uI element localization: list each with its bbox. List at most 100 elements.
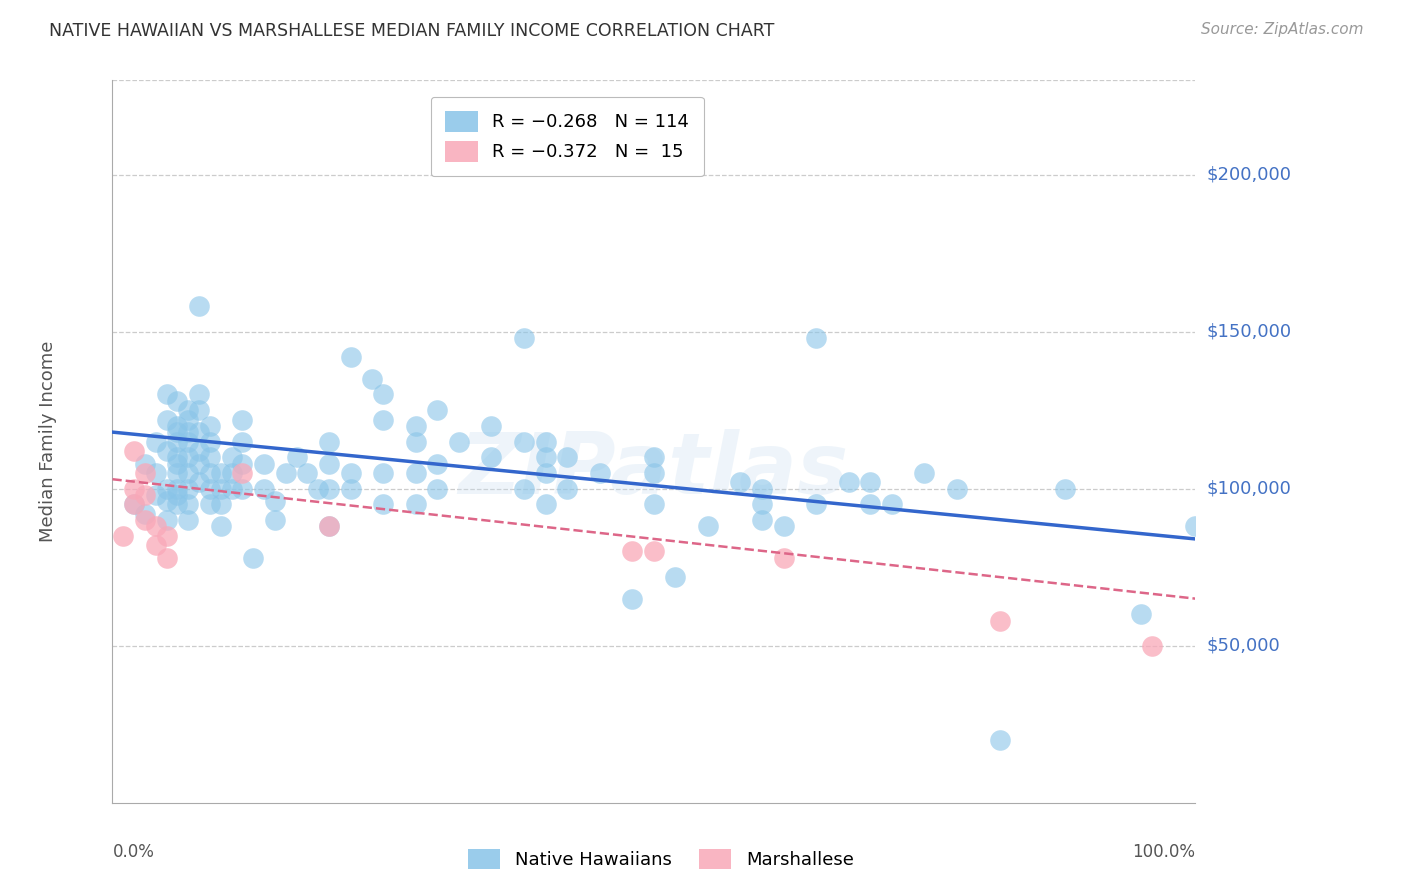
Point (221, 482, 243, 496)
Point (534, 450, 557, 465)
Point (534, 466, 557, 480)
Point (209, 497, 232, 511)
Point (513, 482, 536, 496)
Point (145, 434, 167, 449)
Text: Source: ZipAtlas.com: Source: ZipAtlas.com (1201, 22, 1364, 37)
Point (231, 457, 253, 471)
Text: NATIVE HAWAIIAN VS MARSHALLESE MEDIAN FAMILY INCOME CORRELATION CHART: NATIVE HAWAIIAN VS MARSHALLESE MEDIAN FA… (49, 22, 775, 40)
Point (479, 418, 503, 433)
Point (1140, 639, 1163, 653)
Text: 100.0%: 100.0% (1132, 843, 1195, 861)
Point (166, 393, 188, 408)
Point (198, 434, 221, 449)
Point (914, 466, 936, 480)
Point (209, 519, 232, 533)
Point (285, 450, 308, 465)
Point (112, 529, 135, 543)
Point (534, 497, 557, 511)
Point (166, 497, 188, 511)
Point (371, 387, 394, 401)
Point (242, 550, 264, 565)
Point (361, 372, 384, 386)
Point (426, 403, 449, 417)
Point (221, 466, 243, 480)
Point (145, 488, 167, 502)
Point (371, 497, 394, 511)
Point (588, 466, 610, 480)
Point (145, 466, 167, 480)
Point (643, 497, 665, 511)
Point (253, 457, 276, 471)
Point (155, 387, 177, 401)
Point (318, 519, 340, 533)
Point (177, 466, 200, 480)
Point (751, 482, 773, 496)
Point (804, 331, 827, 345)
Point (198, 418, 221, 433)
Point (134, 466, 156, 480)
Point (188, 457, 211, 471)
Text: $100,000: $100,000 (1206, 480, 1291, 498)
Point (155, 494, 177, 508)
Point (155, 529, 177, 543)
Point (621, 591, 644, 606)
Point (221, 450, 243, 465)
Point (155, 550, 177, 565)
Point (946, 482, 969, 496)
Point (405, 466, 427, 480)
Point (664, 569, 686, 583)
Point (177, 412, 200, 426)
Point (643, 450, 665, 465)
Point (177, 513, 200, 527)
Point (318, 519, 340, 533)
Point (772, 550, 794, 565)
Point (1129, 607, 1152, 622)
Point (426, 457, 449, 471)
Point (988, 733, 1011, 747)
Point (447, 434, 470, 449)
Point (177, 497, 200, 511)
Point (264, 513, 287, 527)
Point (274, 466, 297, 480)
Point (166, 457, 188, 471)
Point (188, 475, 211, 490)
Point (134, 488, 156, 502)
Point (231, 412, 253, 426)
Point (134, 513, 156, 527)
Point (1054, 482, 1077, 496)
Point (405, 434, 427, 449)
Point (318, 482, 340, 496)
Point (155, 482, 177, 496)
Point (643, 544, 665, 558)
Legend: Native Hawaiians, Marshallese: Native Hawaiians, Marshallese (458, 839, 863, 879)
Point (231, 434, 253, 449)
Point (166, 434, 188, 449)
Point (155, 444, 177, 458)
Point (188, 387, 211, 401)
Point (751, 497, 773, 511)
Point (880, 497, 903, 511)
Point (166, 425, 188, 439)
Point (988, 614, 1011, 628)
Point (188, 403, 211, 417)
Point (166, 450, 188, 465)
Point (339, 482, 361, 496)
Point (155, 412, 177, 426)
Point (859, 497, 882, 511)
Text: ZIPatlas: ZIPatlas (458, 429, 849, 512)
Point (479, 450, 503, 465)
Point (534, 434, 557, 449)
Point (134, 507, 156, 521)
Point (155, 513, 177, 527)
Point (188, 425, 211, 439)
Text: $150,000: $150,000 (1206, 323, 1291, 341)
Point (405, 497, 427, 511)
Point (318, 434, 340, 449)
Point (253, 482, 276, 496)
Point (166, 488, 188, 502)
Point (621, 544, 644, 558)
Point (166, 418, 188, 433)
Text: $200,000: $200,000 (1206, 166, 1291, 184)
Point (122, 497, 145, 511)
Point (804, 497, 827, 511)
